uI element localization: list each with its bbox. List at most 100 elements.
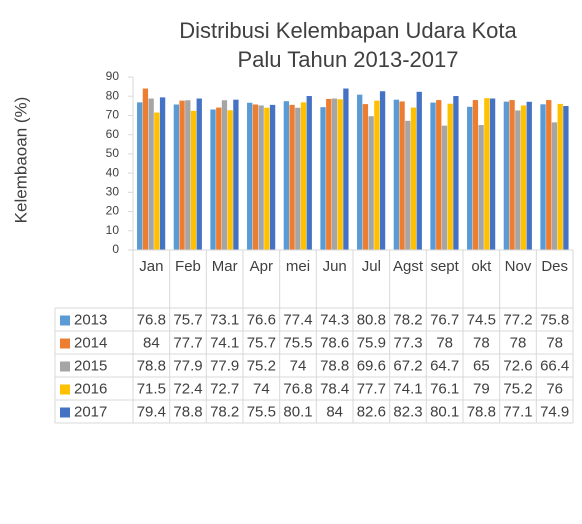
bar — [472, 100, 479, 250]
bar — [247, 102, 253, 250]
y-tick-label: 20 — [106, 204, 120, 218]
legend-label: 2017 — [74, 403, 107, 420]
bar — [489, 98, 496, 250]
bar — [484, 98, 490, 251]
bar — [190, 110, 197, 250]
table-value: 78.8 — [137, 357, 166, 374]
table-value: 82.3 — [393, 403, 422, 420]
table-value: 77.7 — [173, 334, 202, 351]
bar — [142, 88, 149, 251]
table-value: 77.9 — [210, 357, 239, 374]
y-tick-label: 90 — [106, 69, 120, 83]
bar — [447, 103, 453, 250]
x-tick-label: Apr — [249, 258, 273, 275]
bar — [478, 125, 484, 250]
bar — [410, 107, 417, 251]
bar — [148, 98, 154, 250]
legend-key — [60, 361, 70, 372]
bar — [526, 101, 532, 251]
table-value: 74 — [290, 357, 307, 374]
bar — [563, 106, 569, 250]
bar — [405, 120, 411, 251]
legend-label: 2014 — [74, 334, 107, 351]
table-value: 78.6 — [320, 334, 349, 351]
x-tick-label: Feb — [175, 258, 201, 275]
table-value: 79.4 — [137, 403, 166, 420]
bar — [416, 91, 422, 250]
bar — [467, 106, 473, 251]
table-value: 78.8 — [320, 357, 349, 374]
x-tick-label: okt — [471, 258, 492, 275]
table-value: 76.8 — [283, 380, 312, 397]
bar — [289, 104, 295, 250]
chart-title: Distribusi Kelembapan Udara Kota Palu Ta… — [179, 18, 517, 72]
bar — [252, 104, 259, 250]
table-value: 74.5 — [467, 311, 496, 328]
y-tick-label: 50 — [106, 146, 120, 160]
table-value: 76 — [546, 380, 563, 397]
bar — [283, 101, 290, 250]
bar — [326, 98, 332, 250]
table-value: 67.2 — [393, 357, 422, 374]
bar — [441, 125, 448, 250]
table-value: 80.8 — [357, 311, 386, 328]
table-value: 76.7 — [430, 311, 459, 328]
bar — [306, 96, 312, 250]
table-value: 80.1 — [430, 403, 459, 420]
table-value: 74.1 — [210, 334, 239, 351]
bar — [430, 102, 436, 250]
bar — [331, 98, 338, 250]
legend-key — [60, 338, 70, 349]
table-value: 78.2 — [393, 311, 422, 328]
bar — [300, 102, 307, 250]
bar — [210, 109, 216, 250]
table-value: 78.4 — [320, 380, 349, 397]
legend-key — [60, 407, 70, 418]
x-tick-label: Mar — [211, 258, 238, 275]
x-tick-label: Jun — [322, 258, 347, 275]
bar — [368, 116, 374, 250]
y-tick-label: 60 — [106, 127, 120, 141]
table-value: 66.4 — [540, 357, 569, 374]
y-tick-label: 0 — [112, 242, 119, 256]
bar — [258, 105, 264, 251]
bar — [264, 107, 270, 250]
table-value: 65 — [473, 357, 490, 374]
bar — [343, 88, 349, 251]
table-value: 74.3 — [320, 311, 349, 328]
table-value: 76.8 — [137, 311, 166, 328]
table-value: 77.3 — [393, 334, 422, 351]
legend-label: 2015 — [74, 357, 107, 374]
x-tick-label: Jan — [139, 258, 164, 275]
bar — [515, 110, 521, 251]
table-value: 72.4 — [173, 380, 202, 397]
table-value: 84 — [326, 403, 343, 420]
bar — [221, 100, 228, 251]
table-value: 78.2 — [210, 403, 239, 420]
table-value: 78.8 — [467, 403, 496, 420]
bar — [379, 91, 386, 250]
table-value: 74.1 — [393, 380, 422, 397]
bar — [453, 96, 459, 250]
y-tick-label: 30 — [106, 185, 120, 199]
legend-key — [60, 384, 70, 395]
table-value: 84 — [143, 334, 160, 351]
table-value: 75.9 — [357, 334, 386, 351]
table-value: 77.2 — [503, 311, 532, 328]
table-value: 77.7 — [357, 380, 386, 397]
legend-label: 2013 — [74, 311, 107, 328]
bar — [159, 97, 166, 251]
table-value: 75.5 — [283, 334, 312, 351]
table-value: 78 — [436, 334, 453, 351]
table-value: 76.1 — [430, 380, 459, 397]
table-value: 72.6 — [503, 357, 532, 374]
table-value: 78 — [510, 334, 527, 351]
y-axis-label: Kelembaoan (%) — [11, 97, 30, 224]
y-tick-label: 80 — [106, 88, 120, 102]
legend-label: 2016 — [74, 380, 107, 397]
table-value: 77.4 — [283, 311, 312, 328]
y-tick-label: 70 — [106, 108, 120, 122]
x-tick-label: Jul — [361, 258, 381, 275]
